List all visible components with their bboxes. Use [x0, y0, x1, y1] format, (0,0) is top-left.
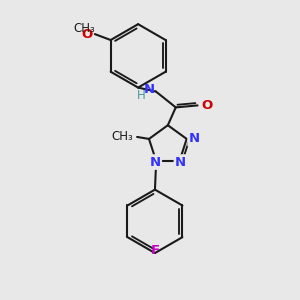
Text: F: F	[150, 244, 160, 257]
Text: N: N	[150, 156, 161, 169]
Text: O: O	[202, 99, 213, 112]
Text: N: N	[175, 156, 186, 169]
Text: N: N	[189, 132, 200, 146]
Text: N: N	[144, 83, 155, 96]
Text: CH₃: CH₃	[111, 130, 133, 143]
Text: O: O	[82, 28, 93, 40]
Text: CH₃: CH₃	[73, 22, 95, 35]
Text: H: H	[137, 89, 146, 102]
